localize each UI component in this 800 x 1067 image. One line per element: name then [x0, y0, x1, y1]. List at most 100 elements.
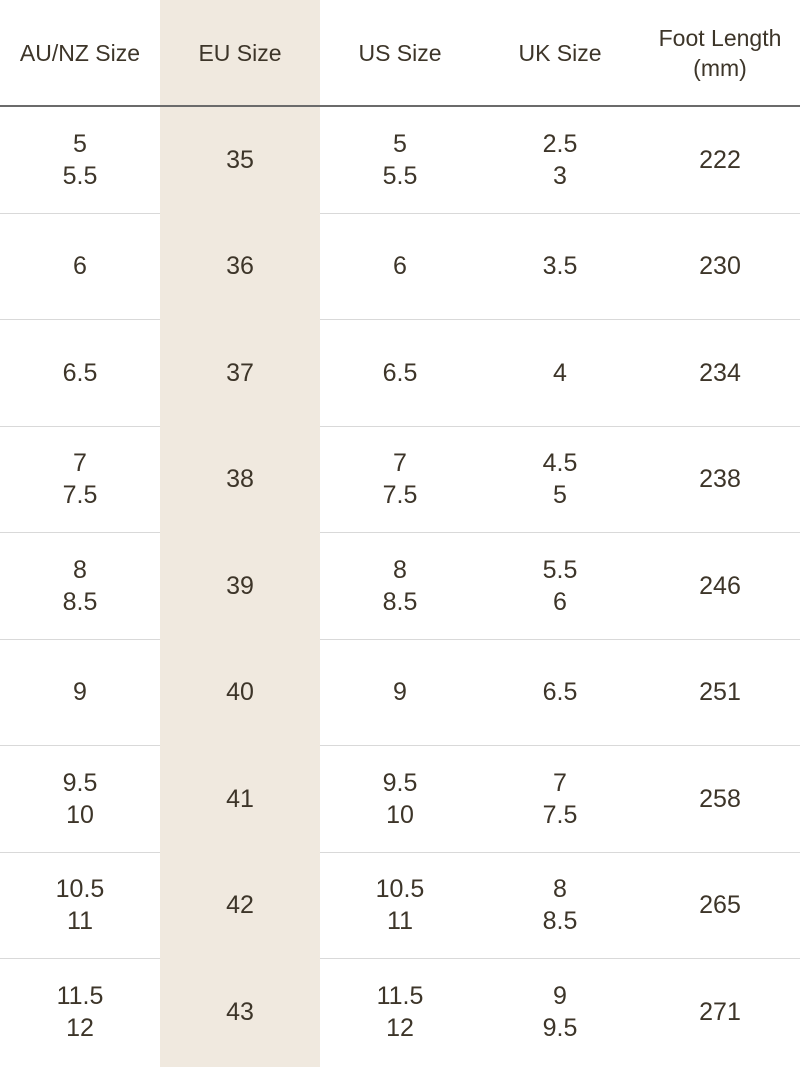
cell-value: 36: [226, 252, 254, 281]
cell-value: 6: [393, 252, 407, 281]
cell-value: 6.5: [382, 358, 418, 387]
cell-us: 8 8.5: [320, 532, 480, 640]
cell-us: 7 7.5: [320, 426, 480, 533]
cell-value: 258: [699, 784, 741, 813]
cell-value: 7: [553, 768, 567, 797]
cell-value: 37: [226, 358, 254, 387]
header-au-nz: AU/NZ Size: [0, 0, 160, 107]
cell-foot-length: 222: [640, 106, 800, 214]
cell-value: 42: [226, 891, 254, 920]
cell-foot-length: 251: [640, 639, 800, 746]
table-row: 9.5 10 41 9.5 10 7 7.5 258: [0, 745, 800, 853]
cell-value: 5: [553, 481, 567, 510]
cell-foot-length: 238: [640, 426, 800, 533]
cell-eu: 36: [160, 213, 320, 320]
cell-foot-length: 258: [640, 745, 800, 853]
header-label: AU/NZ Size: [19, 39, 141, 66]
table-row: 11.5 12 43 11.5 12 9 9.5 271: [0, 959, 800, 1065]
header-label: (mm): [693, 54, 747, 81]
cell-value: 7: [73, 449, 87, 478]
cell-value: 10.5: [375, 875, 425, 904]
cell-foot-length: 271: [640, 959, 800, 1065]
cell-value: 271: [699, 997, 741, 1026]
cell-value: 9.5: [62, 768, 98, 797]
cell-eu: 37: [160, 319, 320, 427]
cell-value: 9: [73, 678, 87, 707]
cell-us: 9: [320, 639, 480, 746]
cell-value: 9: [393, 678, 407, 707]
cell-value: 4: [553, 358, 567, 387]
cell-eu: 39: [160, 532, 320, 640]
header-label: UK Size: [518, 39, 602, 66]
cell-uk: 7 7.5: [480, 745, 640, 853]
cell-value: 5.5: [62, 161, 98, 190]
table-body: 5 5.5 35 5 5.5 2.5 3 222 6 36 6 3.5 230 6.5 37 6.5 4 234 7…: [0, 106, 800, 1065]
cell-us: 6.5: [320, 319, 480, 427]
cell-uk: 9 9.5: [480, 959, 640, 1065]
cell-eu: 40: [160, 639, 320, 746]
cell-value: 8.5: [62, 587, 98, 616]
table-row: 6.5 37 6.5 4 234: [0, 319, 800, 427]
cell-value: 9.5: [542, 1013, 578, 1042]
cell-value: 2.5: [542, 129, 578, 158]
cell-value: 10: [386, 800, 414, 829]
header-label: Foot Length: [658, 24, 782, 51]
cell-uk: 3.5: [480, 213, 640, 320]
cell-value: 246: [699, 571, 741, 600]
table-row: 9 40 9 6.5 251: [0, 639, 800, 746]
cell-eu: 41: [160, 745, 320, 853]
cell-au-nz: 8 8.5: [0, 532, 160, 640]
table-row: 5 5.5 35 5 5.5 2.5 3 222: [0, 106, 800, 214]
cell-value: 12: [66, 1013, 94, 1042]
cell-value: 7: [393, 449, 407, 478]
cell-eu: 43: [160, 959, 320, 1065]
cell-eu: 38: [160, 426, 320, 533]
cell-value: 3.5: [542, 252, 578, 281]
cell-value: 11.5: [56, 981, 104, 1010]
header-uk: UK Size: [480, 0, 640, 107]
cell-us: 5 5.5: [320, 106, 480, 214]
cell-value: 5: [73, 129, 87, 158]
cell-value: 8.5: [382, 587, 418, 616]
cell-au-nz: 9: [0, 639, 160, 746]
cell-us: 9.5 10: [320, 745, 480, 853]
cell-au-nz: 6.5: [0, 319, 160, 427]
cell-au-nz: 6: [0, 213, 160, 320]
cell-value: 234: [699, 358, 741, 387]
cell-value: 222: [699, 145, 741, 174]
cell-foot-length: 246: [640, 532, 800, 640]
cell-eu: 42: [160, 852, 320, 959]
cell-us: 10.5 11: [320, 852, 480, 959]
cell-value: 8: [553, 875, 567, 904]
cell-us: 11.5 12: [320, 959, 480, 1065]
cell-value: 39: [226, 571, 254, 600]
cell-value: 7.5: [382, 481, 418, 510]
header-label: EU Size: [198, 39, 282, 66]
header-us: US Size: [320, 0, 480, 107]
table-row: 6 36 6 3.5 230: [0, 213, 800, 320]
cell-value: 11: [387, 907, 413, 936]
cell-value: 10.5: [55, 875, 105, 904]
cell-value: 8: [393, 555, 407, 584]
cell-uk: 2.5 3: [480, 106, 640, 214]
cell-value: 238: [699, 465, 741, 494]
cell-value: 6.5: [542, 678, 578, 707]
cell-value: 265: [699, 891, 741, 920]
cell-value: 5.5: [382, 161, 418, 190]
cell-value: 6: [73, 252, 87, 281]
cell-uk: 8 8.5: [480, 852, 640, 959]
cell-value: 40: [226, 678, 254, 707]
cell-value: 5: [393, 129, 407, 158]
cell-au-nz: 9.5 10: [0, 745, 160, 853]
cell-value: 8: [73, 555, 87, 584]
cell-uk: 6.5: [480, 639, 640, 746]
cell-au-nz: 10.5 11: [0, 852, 160, 959]
cell-value: 12: [386, 1013, 414, 1042]
cell-value: 9.5: [382, 768, 418, 797]
cell-au-nz: 11.5 12: [0, 959, 160, 1065]
cell-value: 38: [226, 465, 254, 494]
cell-value: 43: [226, 997, 254, 1026]
cell-value: 35: [226, 145, 254, 174]
cell-value: 41: [226, 784, 254, 813]
